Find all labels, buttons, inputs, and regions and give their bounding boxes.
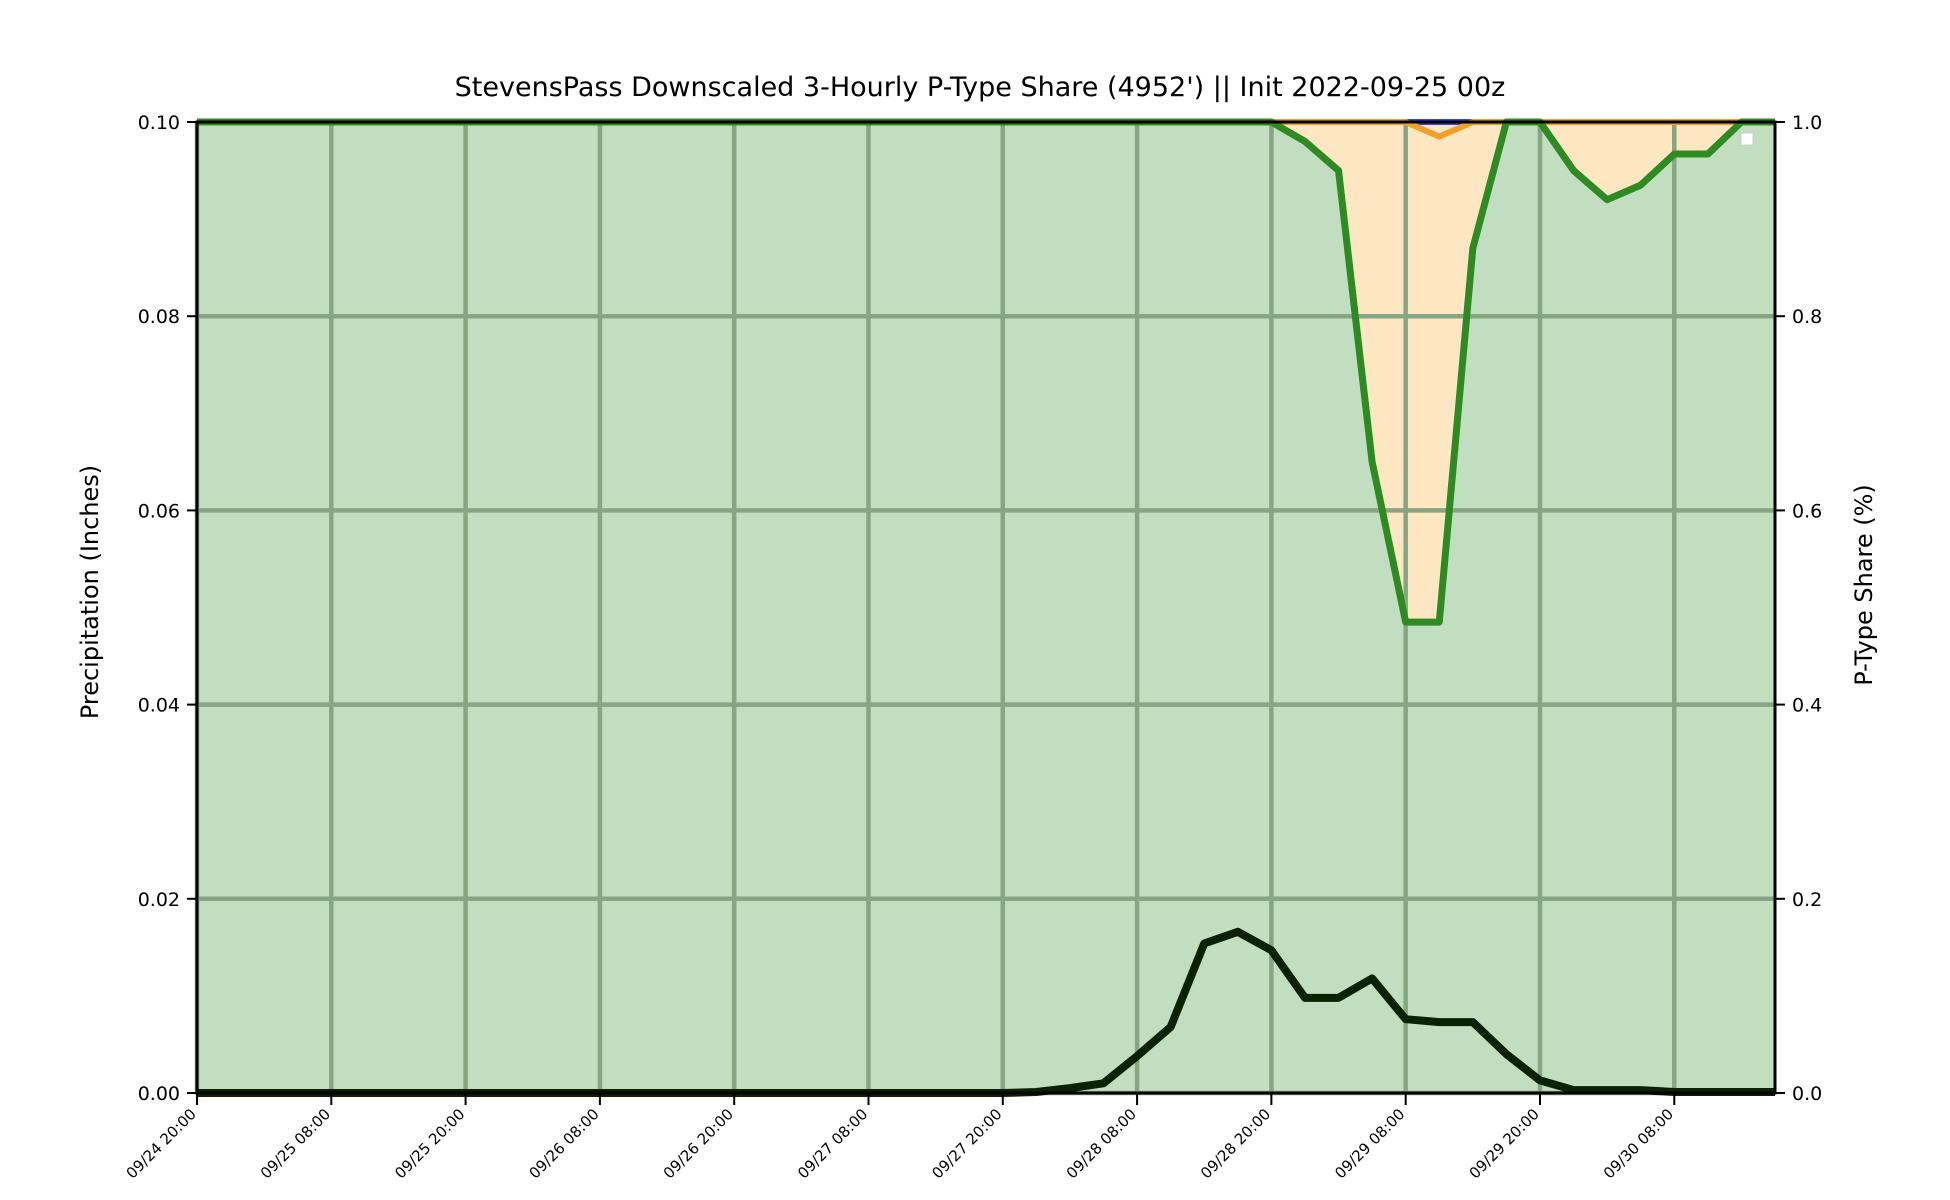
y-right-tick-label: 1.0: [1792, 112, 1822, 134]
y-right-tick-label: 0.2: [1792, 889, 1822, 911]
x-tick-label: 09/28 20:00: [1197, 1105, 1274, 1182]
x-tick-label: 09/29 20:00: [1466, 1105, 1543, 1182]
y-right-tick-label: 0.6: [1792, 500, 1822, 522]
y-left-tick-label: 0.10: [138, 112, 180, 134]
y-left-tick-label: 0.08: [138, 306, 180, 328]
y-left-tick-label: 0.06: [138, 500, 180, 522]
snow-share-fill: [197, 122, 1775, 1093]
x-tick-label: 09/25 08:00: [257, 1105, 334, 1182]
x-tick-label: 09/27 08:00: [794, 1105, 871, 1182]
x-tick-label: 09/26 20:00: [660, 1105, 737, 1182]
y-left-tick-label: 0.02: [138, 889, 180, 911]
x-tick-label: 09/30 08:00: [1600, 1105, 1677, 1182]
y-right-tick-label: 0.8: [1792, 306, 1822, 328]
x-tick-label: 09/26 08:00: [525, 1105, 602, 1182]
chart-title: StevensPass Downscaled 3-Hourly P-Type S…: [455, 72, 1506, 103]
y-left-tick-label: 0.00: [138, 1083, 180, 1105]
plot-area: [194, 118, 1775, 1097]
x-tick-label: 09/25 20:00: [391, 1105, 468, 1182]
y-left-tick-label: 0.04: [138, 695, 180, 717]
y-axis-left-label: Precipitation (Inches): [76, 465, 104, 719]
x-tick-label: 09/24 20:00: [123, 1105, 200, 1182]
legend-box: [1740, 132, 1754, 146]
y-right-tick-label: 0.4: [1792, 695, 1822, 717]
x-tick-label: 09/29 08:00: [1331, 1105, 1408, 1182]
x-tick-label: 09/28 08:00: [1063, 1105, 1140, 1182]
y-axis-right-label: P-Type Share (%): [1850, 484, 1878, 686]
x-tick-label: 09/27 20:00: [928, 1105, 1005, 1182]
y-right-tick-label: 0.0: [1792, 1083, 1822, 1105]
plot-frame: [195, 120, 1777, 1095]
